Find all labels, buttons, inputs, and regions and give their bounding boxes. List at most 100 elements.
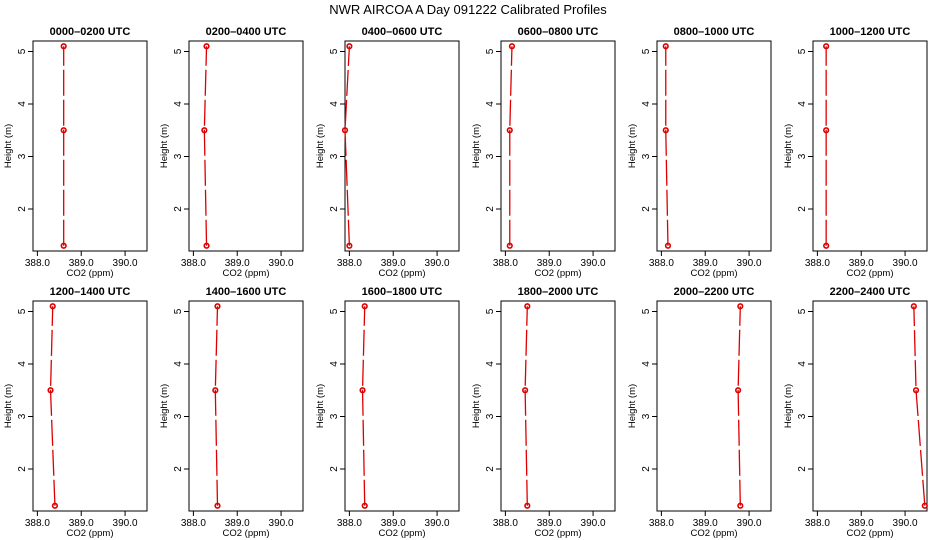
data-point: [664, 242, 672, 249]
panel-title: 0800–1000 UTC: [674, 26, 755, 38]
x-axis-label: CO2 (ppm): [847, 528, 894, 539]
data-point: [910, 303, 917, 310]
data-point: [361, 303, 368, 310]
y-tick-label: 3: [641, 153, 652, 159]
y-axis-label: Height (m): [783, 124, 794, 168]
data-point: [359, 387, 366, 394]
data-point: [524, 303, 531, 310]
y-tick-label: 4: [641, 101, 652, 107]
y-tick-label: 5: [17, 48, 28, 54]
panel-title: 1200–1400 UTC: [50, 286, 131, 298]
data-point: [361, 502, 368, 509]
data-point: [524, 502, 531, 509]
y-tick-label: 2: [173, 206, 184, 212]
y-tick-label: 5: [173, 308, 184, 314]
profile-line: [524, 306, 528, 506]
y-tick-label: 2: [17, 466, 28, 472]
y-tick-label: 5: [329, 48, 340, 54]
x-tick-label: 388.0: [337, 518, 362, 529]
x-axis-label: CO2 (ppm): [691, 528, 738, 539]
data-point: [737, 502, 744, 509]
plot-frame: [32, 300, 148, 512]
x-tick-label: 389.0: [225, 518, 250, 529]
y-tick-label: 5: [797, 48, 808, 54]
y-tick-label: 3: [17, 153, 28, 159]
y-tick-label: 5: [641, 308, 652, 314]
chart-panel: 1800–2000 UTC 388.0 389.0 390.0 2 3 4 5 CO2 (ppm…: [471, 286, 616, 539]
profile-line: [665, 46, 669, 246]
profile-line: [361, 306, 366, 506]
data-point: [214, 303, 221, 310]
y-tick-label: 2: [17, 206, 28, 212]
profile-line: [737, 306, 741, 506]
y-tick-label: 4: [797, 361, 808, 367]
x-axis-label: CO2 (ppm): [691, 268, 738, 279]
y-tick-label: 4: [329, 361, 340, 367]
x-axis-label: CO2 (ppm): [67, 528, 114, 539]
data-point: [823, 242, 830, 249]
chart-panel: 2000–2200 UTC 388.0 389.0 390.0 2 3 4 5 CO2 (ppm…: [627, 286, 772, 539]
plot-frame: [812, 300, 928, 512]
x-tick-label: 389.0: [693, 258, 718, 269]
x-tick-label: 389.0: [537, 518, 562, 529]
chart-panel: 0000–0200 UTC 388.0 389.0 390.0 2 3 4 5 CO2 (ppm…: [3, 26, 148, 279]
x-tick-label: 390.0: [113, 518, 138, 529]
y-axis-label: Height (m): [471, 384, 482, 428]
data-point: [47, 387, 54, 394]
x-tick-label: 390.0: [737, 518, 762, 529]
y-axis-label: Height (m): [3, 384, 14, 428]
x-axis-label: CO2 (ppm): [535, 268, 582, 279]
data-point: [214, 502, 221, 509]
x-tick-label: 388.0: [337, 258, 362, 269]
x-tick-label: 390.0: [581, 518, 606, 529]
y-axis-label: Height (m): [3, 124, 14, 168]
x-tick-label: 389.0: [537, 258, 562, 269]
plot-frame: [656, 300, 772, 512]
panel-title: 1400–1600 UTC: [206, 286, 287, 298]
x-tick-label: 388.0: [25, 258, 50, 269]
y-tick-label: 3: [173, 413, 184, 419]
x-tick-label: 388.0: [805, 518, 830, 529]
y-tick-label: 2: [485, 206, 496, 212]
y-tick-label: 4: [173, 361, 184, 367]
y-tick-label: 5: [485, 308, 496, 314]
x-axis-label: CO2 (ppm): [379, 268, 426, 279]
y-axis-label: Height (m): [627, 384, 638, 428]
plot-frame: [32, 40, 148, 252]
x-tick-label: 388.0: [493, 258, 518, 269]
x-axis-label: CO2 (ppm): [223, 268, 270, 279]
y-tick-label: 3: [641, 413, 652, 419]
y-tick-label: 5: [641, 48, 652, 54]
data-point: [737, 303, 744, 310]
chart-panel: 1200–1400 UTC 388.0 389.0 390.0 2 3 4 5 CO2 (ppm…: [3, 286, 148, 539]
y-tick-label: 2: [485, 466, 496, 472]
x-axis-label: CO2 (ppm): [379, 528, 426, 539]
data-point: [508, 43, 516, 50]
chart-panel: 1000–1200 UTC 388.0 389.0 390.0 2 3 4 5 CO2 (ppm…: [783, 26, 928, 279]
profile-line: [214, 306, 219, 506]
chart-panel: 0400–0600 UTC 388.0 389.0 390.0 2 3 4 5 CO2 (ppm…: [315, 26, 460, 279]
y-tick-label: 4: [641, 361, 652, 367]
plot-frame: [188, 300, 304, 512]
profile-line: [913, 306, 926, 506]
data-point: [60, 242, 67, 249]
profile-line: [344, 46, 351, 246]
data-point: [201, 127, 208, 134]
profile-line: [203, 46, 208, 246]
chart-panel: 2200–2400 UTC 388.0 389.0 390.0 2 3 4 5 CO2 (ppm…: [783, 286, 928, 539]
panel-title: 0600–0800 UTC: [518, 26, 599, 38]
x-tick-label: 388.0: [805, 258, 830, 269]
x-tick-label: 388.0: [493, 518, 518, 529]
plot-frame: [812, 40, 928, 252]
x-tick-label: 388.0: [181, 258, 206, 269]
data-point: [912, 387, 920, 394]
y-tick-label: 5: [17, 308, 28, 314]
y-tick-label: 3: [329, 413, 340, 419]
y-tick-label: 4: [17, 101, 28, 107]
y-tick-label: 5: [485, 48, 496, 54]
x-tick-label: 390.0: [269, 518, 294, 529]
panel-title: 0000–0200 UTC: [50, 26, 131, 38]
y-tick-label: 5: [173, 48, 184, 54]
plot-frame: [344, 40, 460, 252]
